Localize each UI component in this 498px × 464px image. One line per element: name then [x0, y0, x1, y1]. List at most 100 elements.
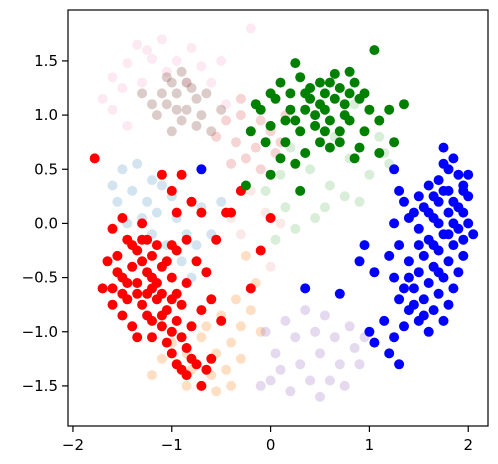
scatter-point [290, 158, 301, 169]
scatter-point [196, 305, 207, 316]
scatter-point [423, 278, 434, 288]
scatter-point [166, 126, 177, 137]
scatter-point [221, 99, 232, 110]
y-tick-label: 0.0 [34, 214, 58, 232]
scatter-point [196, 332, 207, 343]
plot-frame [67, 9, 489, 427]
scatter-point [463, 218, 474, 229]
scatter-point [107, 299, 118, 310]
scatter-point [161, 66, 172, 77]
scatter-point [359, 240, 370, 251]
scatter-point [201, 88, 212, 99]
y-tick-label: 0.5 [34, 160, 58, 178]
scatter-point [374, 131, 385, 142]
scatter-point [206, 77, 217, 88]
scatter-point [280, 115, 291, 126]
scatter-point [438, 158, 449, 169]
scatter-point [413, 223, 424, 234]
scatter-point [137, 299, 148, 310]
scatter-point [280, 137, 291, 148]
scatter-point [122, 58, 133, 69]
scatter-point [443, 229, 454, 240]
scatter-point [349, 343, 360, 353]
scatter-point [329, 68, 340, 79]
scatter-point [344, 66, 355, 77]
scatter-point [384, 250, 395, 261]
scatter-point [206, 353, 217, 364]
scatter-point [166, 294, 177, 305]
scatter-point [181, 380, 192, 391]
scatter-point [399, 196, 409, 207]
scatter-point [166, 185, 177, 196]
scatter-point [423, 326, 434, 337]
scatter-point [226, 337, 237, 348]
scatter-point [176, 66, 187, 77]
scatter-point [334, 359, 345, 370]
scatter-point [428, 240, 439, 251]
scatter-point [216, 196, 227, 207]
scatter-point [245, 283, 256, 294]
scatter-point [89, 153, 100, 164]
scatter-point [389, 272, 400, 283]
scatter-point [191, 256, 202, 267]
scatter-point [394, 294, 405, 305]
scatter-point [389, 164, 400, 175]
scatter-point [443, 207, 454, 218]
scatter-point [265, 375, 276, 386]
scatter-point [319, 126, 330, 137]
scatter-point [324, 77, 335, 88]
scatter-point [117, 288, 128, 299]
scatter-point [339, 191, 350, 202]
scatter-point [171, 207, 182, 218]
scatter-point [290, 115, 301, 126]
scatter-point [280, 315, 291, 326]
scatter-point [265, 88, 276, 99]
scatter-point [117, 83, 128, 93]
scatter-point [235, 93, 246, 104]
scatter-point [379, 315, 390, 326]
scatter-point [334, 83, 345, 93]
scatter-point [142, 45, 153, 56]
scatter-point [112, 250, 123, 261]
scatter-point [151, 110, 162, 121]
scatter-point [107, 283, 118, 294]
scatter-point [384, 348, 395, 359]
scatter-point [290, 332, 301, 343]
scatter-point [235, 353, 246, 364]
scatter-point [181, 77, 192, 88]
scatter-point [181, 370, 192, 381]
scatter-point [319, 202, 330, 213]
scatter-point [339, 110, 350, 121]
scatter-point [151, 207, 162, 218]
scatter-point [300, 283, 311, 294]
scatter-point [364, 104, 375, 115]
scatter-point [349, 153, 360, 164]
scatter-point [137, 77, 148, 88]
scatter-point [324, 375, 335, 386]
scatter-point [458, 234, 469, 245]
scatter-point [443, 256, 454, 267]
scatter-point [127, 261, 138, 272]
scatter-point [344, 321, 355, 332]
scatter-point [384, 104, 395, 115]
scatter-point [448, 153, 459, 164]
scatter-point [329, 93, 340, 104]
scatter-point [147, 332, 157, 343]
scatter-point [147, 315, 157, 326]
scatter-point [127, 240, 138, 251]
scatter-point [295, 72, 306, 83]
scatter-point [265, 261, 276, 272]
scatter-point [171, 104, 182, 115]
scatter-point [275, 77, 286, 88]
scatter-point [132, 288, 143, 299]
scatter-point [403, 213, 414, 223]
scatter-point [216, 315, 227, 326]
scatter-point [300, 148, 311, 158]
scatter-point [142, 288, 153, 299]
scatter-point [275, 364, 286, 375]
scatter-point [354, 142, 365, 153]
scatter-point [147, 250, 157, 261]
scatter-point [413, 191, 424, 202]
scatter-point [107, 72, 118, 83]
